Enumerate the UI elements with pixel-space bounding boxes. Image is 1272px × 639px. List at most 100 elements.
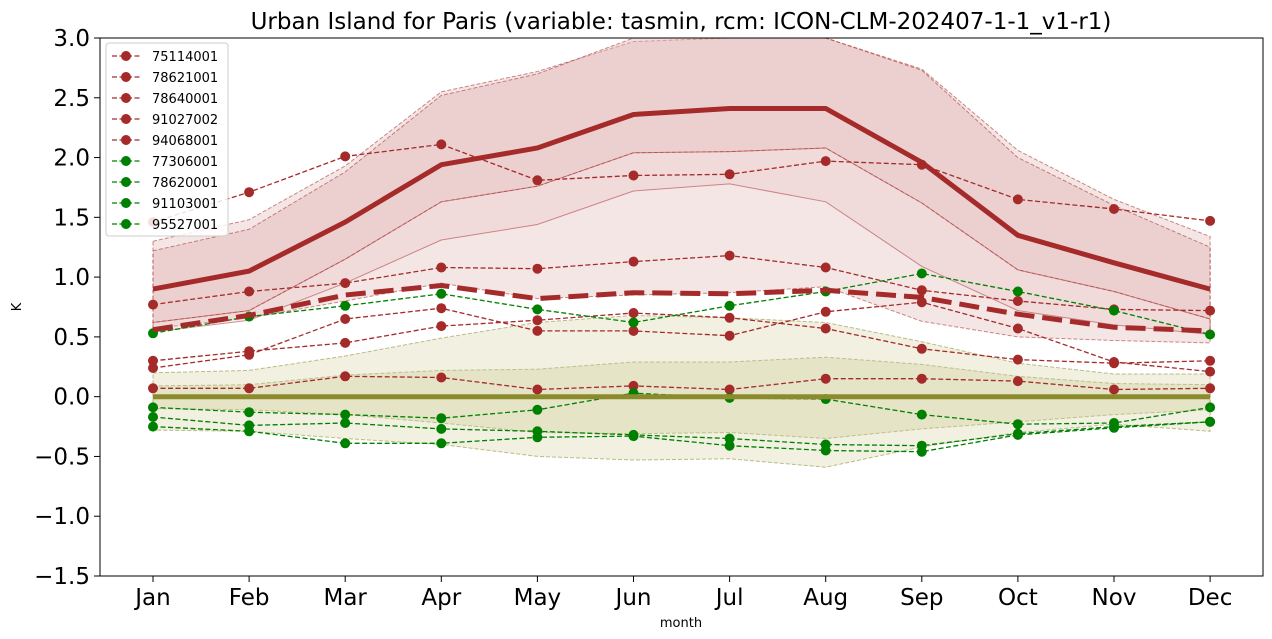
series-point bbox=[340, 314, 351, 324]
y-tick-label: 1.5 bbox=[53, 205, 90, 231]
series-point bbox=[340, 151, 351, 162]
series-point bbox=[148, 363, 158, 373]
x-tick-label: Sep bbox=[900, 585, 943, 611]
legend-item: 78620001 bbox=[112, 176, 218, 191]
series-point bbox=[532, 384, 543, 395]
series-line bbox=[152, 312, 1211, 364]
y-tick-label: 1.0 bbox=[53, 265, 90, 291]
x-axis: Jan Feb Mar Apr May Jun Jul Aug Sep Oct Nov Dec bbox=[133, 576, 1232, 611]
series-point bbox=[148, 421, 158, 432]
series-point bbox=[1205, 383, 1216, 394]
series-point bbox=[1012, 419, 1023, 430]
series-point bbox=[628, 380, 639, 391]
station-mean-line bbox=[152, 282, 1211, 334]
series-point bbox=[340, 409, 351, 420]
series-point bbox=[1109, 204, 1119, 214]
legend-item: 91103001 bbox=[112, 197, 218, 212]
series-point bbox=[532, 175, 543, 186]
series-point bbox=[532, 404, 543, 415]
series-point bbox=[436, 372, 447, 383]
x-tick-label: Mar bbox=[323, 585, 367, 611]
legend-item: 91027002 bbox=[112, 113, 218, 128]
series-point bbox=[724, 312, 735, 323]
series-point bbox=[820, 306, 831, 317]
series-line bbox=[153, 375, 1211, 391]
x-tick-label: Jul bbox=[714, 585, 744, 611]
series-point bbox=[532, 304, 543, 315]
y-tick-label: 0.5 bbox=[53, 325, 90, 351]
legend-label: 78621001 bbox=[152, 71, 218, 86]
legend-marker bbox=[121, 177, 131, 187]
y-axis-label: K bbox=[10, 302, 25, 311]
legend-label: 78620001 bbox=[152, 176, 218, 191]
x-tick-label: Oct bbox=[998, 585, 1038, 611]
series-point bbox=[820, 156, 831, 167]
series-point bbox=[244, 426, 255, 437]
series-line bbox=[152, 416, 1211, 447]
legend-marker bbox=[121, 198, 131, 208]
series-point bbox=[916, 409, 927, 420]
series-point bbox=[916, 268, 927, 279]
series-point bbox=[1205, 366, 1216, 377]
series-point bbox=[148, 402, 158, 413]
series-point bbox=[820, 373, 831, 384]
series-point bbox=[1109, 422, 1119, 433]
y-tick-label: 3.0 bbox=[53, 26, 90, 52]
series-point bbox=[148, 412, 158, 422]
series-point bbox=[436, 321, 447, 332]
series-point bbox=[436, 438, 447, 449]
series-point bbox=[628, 256, 639, 267]
legend-label: 91103001 bbox=[152, 197, 218, 212]
series-point bbox=[820, 323, 831, 334]
series-point bbox=[916, 343, 927, 354]
series-point bbox=[1012, 323, 1023, 334]
chart-title: Urban Island for Paris (variable: tasmin… bbox=[251, 9, 1112, 35]
series-point bbox=[628, 308, 639, 318]
x-tick-label: May bbox=[514, 585, 562, 611]
series-point bbox=[724, 384, 735, 395]
legend-item: 95527001 bbox=[112, 218, 218, 233]
legend-label: 94068001 bbox=[152, 134, 218, 149]
series-point bbox=[148, 299, 158, 310]
x-tick-label: Dec bbox=[1188, 585, 1233, 611]
y-tick-label: 0.0 bbox=[53, 385, 90, 411]
series-line bbox=[152, 254, 1211, 312]
legend-marker bbox=[121, 156, 131, 166]
legend-label: 95527001 bbox=[152, 218, 218, 233]
x-tick-label: Nov bbox=[1092, 585, 1137, 611]
x-tick-label: Aug bbox=[803, 585, 848, 611]
series-point bbox=[532, 263, 543, 274]
series-point bbox=[436, 303, 447, 314]
series-point bbox=[724, 169, 735, 180]
x-axis-label: month bbox=[660, 616, 702, 631]
series-point bbox=[724, 300, 735, 311]
series-point bbox=[340, 337, 351, 348]
series-point bbox=[1012, 429, 1023, 440]
series-line bbox=[152, 272, 1211, 336]
series-point bbox=[916, 446, 927, 457]
series-point bbox=[244, 187, 255, 198]
series-point bbox=[1205, 305, 1216, 316]
series-point bbox=[628, 170, 639, 181]
series-point bbox=[1205, 402, 1216, 413]
series-point bbox=[1205, 355, 1216, 366]
series-point bbox=[724, 330, 735, 341]
lines-layer bbox=[148, 106, 1216, 457]
x-tick-label: Feb bbox=[229, 585, 270, 611]
series-point bbox=[436, 288, 447, 299]
series-point bbox=[340, 300, 351, 311]
legend-item: 94068001 bbox=[112, 134, 218, 149]
series-point bbox=[628, 317, 639, 328]
urban-mean-line bbox=[152, 106, 1211, 292]
series-point bbox=[340, 371, 351, 382]
legend-item: 78621001 bbox=[112, 71, 218, 86]
legend-items: 75114001 78621001 78640001 91027002 94068001… bbox=[112, 50, 218, 233]
series-point bbox=[532, 432, 543, 443]
y-tick-label: −1.5 bbox=[34, 564, 90, 590]
series-point bbox=[820, 445, 831, 456]
series-point bbox=[1205, 215, 1216, 226]
series-line bbox=[152, 301, 1211, 373]
legend-marker bbox=[121, 219, 131, 229]
series-point bbox=[148, 355, 158, 366]
series-point bbox=[436, 262, 447, 273]
